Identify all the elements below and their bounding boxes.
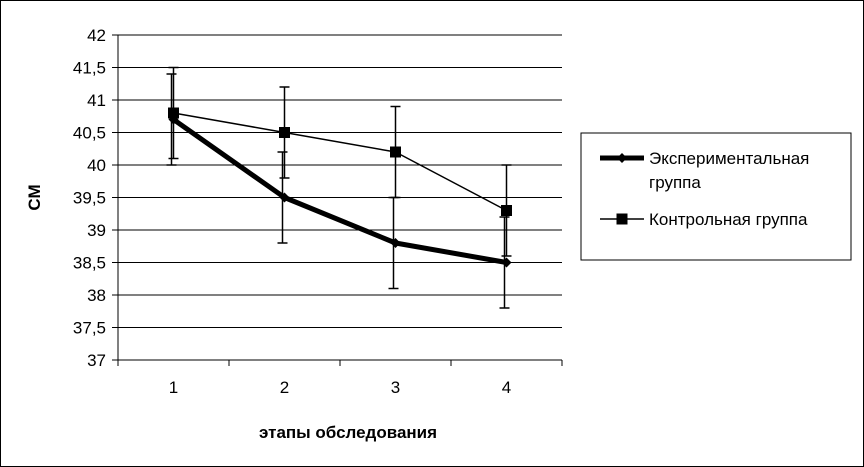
x-tick-label: 4	[502, 378, 511, 397]
data-point-diamond	[617, 153, 627, 163]
legend-label: группа	[649, 173, 701, 192]
data-point-diamond	[168, 114, 179, 125]
data-point-square	[168, 107, 179, 119]
legend-item: Экспериментальная группа	[600, 149, 809, 192]
data-point-diamond	[390, 238, 401, 248]
series-experimental	[166, 73, 512, 309]
x-tick-label: 2	[280, 378, 289, 397]
series-line	[172, 117, 507, 265]
data-point-diamond	[279, 192, 290, 203]
x-tick-label: 1	[169, 378, 178, 397]
x-axis-title: этапы обследования	[259, 423, 437, 442]
y-tick-label: 42	[87, 26, 106, 45]
y-tick-label: 37	[87, 351, 106, 370]
y-tick-label: 38,5	[73, 254, 106, 273]
data-point-diamond	[501, 257, 512, 268]
gridlines	[118, 34, 562, 328]
series-control	[168, 66, 512, 257]
legend: Экспериментальная группа Контрольная групп…	[580, 132, 852, 261]
x-tick-label: 3	[391, 378, 400, 397]
y-tick-label: 38	[87, 286, 106, 305]
legend-item: Контрольная группа	[600, 210, 808, 229]
y-tick-label: 40	[87, 156, 106, 175]
y-tick-label: 39	[87, 221, 106, 240]
y-tick-label: 40,5	[73, 124, 106, 143]
legend-label: Экспериментальная	[649, 149, 809, 168]
data-point-square	[616, 213, 628, 225]
axes	[112, 34, 563, 366]
series-layer	[166, 66, 512, 309]
x-tick-labels: 1 2 3 4	[169, 378, 511, 397]
y-tick-label: 41,5	[73, 59, 106, 78]
y-tick-label: 39,5	[73, 189, 106, 208]
y-tick-label: 37,5	[73, 319, 106, 338]
legend-label: Контрольная группа	[649, 210, 808, 229]
data-point-square	[279, 127, 290, 138]
data-point-square	[501, 205, 512, 216]
y-axis-title: СМ	[25, 184, 44, 210]
y-tick-label: 41	[87, 91, 106, 110]
data-point-square	[390, 146, 401, 158]
y-tick-labels: 37 37,5 38 38,5 39 39,5 40 40,5 41 41,5 42	[73, 26, 106, 370]
series-line	[173, 112, 507, 212]
legend-box	[580, 132, 852, 261]
